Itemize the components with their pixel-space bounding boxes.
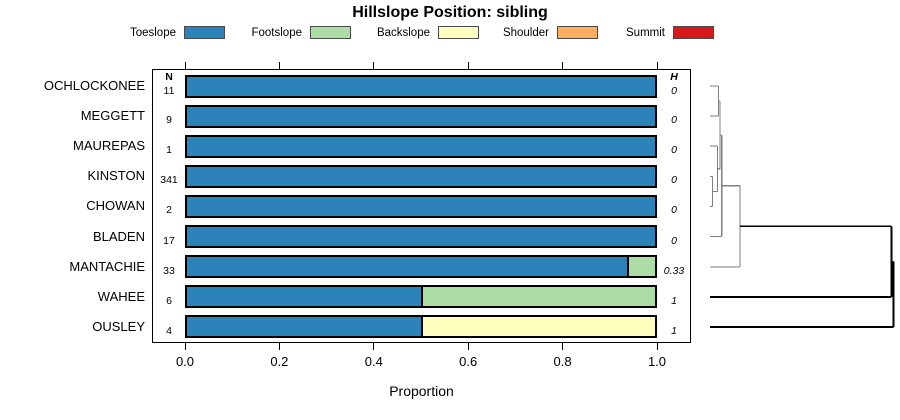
h-value: 1 [671, 324, 677, 337]
x-tick-top [373, 62, 375, 69]
legend-swatch-shoulder [557, 26, 598, 39]
row-label-ousley: OUSLEY [92, 318, 145, 334]
legend-label-summit: Summit [626, 27, 665, 39]
bar-segment-toeslope [187, 227, 655, 246]
row-label-meggett: MEGGETT [80, 108, 145, 124]
n-value: 33 [163, 264, 175, 277]
x-tick-label: 0.0 [175, 354, 195, 369]
bar-segment-toeslope [187, 136, 655, 156]
row-label-bladen: BLADEN [92, 228, 145, 244]
x-tick-label: 0.2 [270, 354, 289, 369]
x-axis-title: Proportion [389, 383, 454, 399]
legend-label-footslope: Footslope [251, 27, 302, 39]
x-tick-top [278, 62, 280, 69]
h-value: 0.33 [663, 264, 685, 277]
h-value: 0 [671, 234, 677, 247]
bar-segment-toeslope [187, 317, 421, 337]
bar-segment-toeslope [187, 76, 655, 96]
bar-kinston [185, 164, 657, 188]
row-label-kinston: KINSTON [87, 168, 145, 184]
bar-wahee [185, 285, 657, 309]
bar-segment-toeslope [187, 257, 627, 277]
bar-segment-toeslope [187, 196, 655, 216]
chart-title: Hillslope Position: sibling [352, 4, 548, 21]
bar-mantachie [185, 255, 657, 279]
x-tick-bottom [656, 343, 658, 350]
x-tick-bottom [373, 343, 375, 350]
bar-segment-footslope [421, 287, 655, 307]
x-tick-top [467, 62, 469, 69]
row-label-wahee: WAHEE [97, 288, 145, 304]
x-tick-bottom [467, 343, 469, 350]
x-tick-label: 0.6 [459, 354, 478, 369]
bar-ochlockonee [185, 74, 657, 98]
h-value: 0 [671, 204, 677, 217]
h-column-header: H [670, 71, 678, 83]
n-value: 6 [166, 294, 172, 307]
h-value: 1 [671, 294, 677, 307]
bar-maurepas [185, 134, 657, 158]
x-tick-bottom [562, 343, 564, 350]
h-value: 0 [671, 114, 677, 127]
x-tick-label: 0.4 [364, 354, 383, 369]
bar-chowan [185, 194, 657, 218]
h-value: 0 [671, 174, 677, 187]
row-label-chowan: CHOWAN [86, 198, 145, 214]
legend-swatch-toeslope [184, 26, 225, 39]
bar-segment-footslope [626, 257, 655, 277]
bar-meggett [185, 104, 657, 128]
n-value: N 11 [152, 70, 186, 98]
n-column-header: N [165, 71, 173, 83]
legend-swatch-footslope [310, 26, 351, 39]
n-value: 9 [166, 114, 172, 127]
x-tick-top [562, 62, 564, 69]
row-label-maurepas: MAUREPAS [73, 138, 145, 154]
plot-area [152, 69, 691, 343]
x-tick-top [184, 62, 186, 69]
legend-swatch-summit [673, 26, 714, 39]
n-value: 4 [166, 324, 172, 337]
n-value: 17 [163, 234, 175, 247]
legend-label-backslope: Backslope [376, 27, 430, 39]
row-label-ochlockonee: OCHLOCKONEE [43, 78, 145, 93]
n-value-text: 11 [163, 85, 175, 97]
x-tick-label: 0.8 [553, 354, 572, 369]
bar-bladen [185, 225, 657, 248]
x-tick-top [656, 62, 658, 69]
bar-ousley [185, 315, 657, 339]
n-value: 341 [160, 174, 178, 187]
x-tick-bottom [278, 343, 280, 350]
legend-label-shoulder: Shoulder [502, 27, 549, 39]
row-label-mantachie: MANTACHIE [69, 258, 145, 274]
legend-label-toeslope: Toeslope [129, 27, 176, 39]
bar-segment-toeslope [187, 106, 655, 126]
bar-segment-toeslope [187, 287, 421, 307]
h-value: 0 [671, 144, 677, 157]
h-value-text: 0 [671, 85, 677, 97]
bar-segment-backslope [421, 317, 655, 337]
n-value: 1 [166, 144, 172, 157]
legend-swatch-backslope [438, 26, 479, 39]
x-tick-label: 1.0 [647, 354, 667, 369]
bar-segment-toeslope [187, 166, 655, 186]
x-tick-bottom [184, 343, 186, 350]
n-value: 2 [166, 204, 172, 217]
